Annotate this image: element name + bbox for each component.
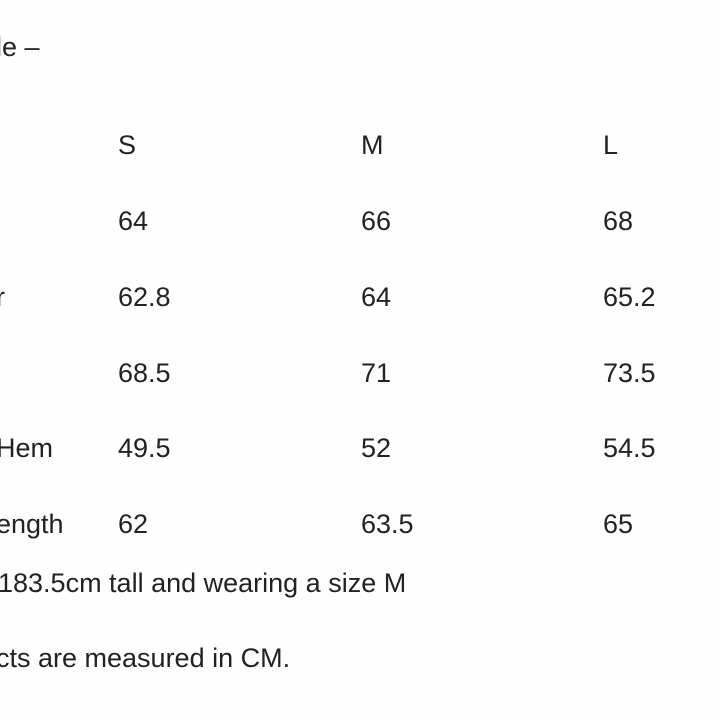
table-cell: 64 [118, 206, 149, 236]
table-cell: 71 [361, 358, 392, 388]
column-header-l: L [603, 130, 619, 160]
row-label: r [0, 282, 5, 312]
column-header-s: S [118, 130, 137, 160]
table-cell: 65.2 [603, 282, 656, 312]
table-cell: 62.8 [118, 282, 171, 312]
unit-note: cts are measured in CM. [0, 643, 291, 673]
model-note: 183.5cm tall and wearing a size M [0, 568, 407, 598]
table-cell: 54.5 [603, 433, 656, 463]
table-cell: 52 [361, 433, 392, 463]
table-cell: 68 [603, 206, 634, 236]
table-cell: 65 [603, 509, 634, 539]
table-cell: 49.5 [118, 433, 171, 463]
table-cell: 62 [118, 509, 149, 539]
table-cell: 64 [361, 282, 392, 312]
table-cell: 63.5 [361, 509, 414, 539]
row-label: ength [0, 509, 64, 539]
table-cell: 68.5 [118, 358, 171, 388]
row-label: Hem [0, 433, 54, 463]
table-cell: 73.5 [603, 358, 656, 388]
table-cell: 66 [361, 206, 392, 236]
column-header-m: M [361, 130, 384, 160]
chart-heading: le – [0, 32, 40, 62]
